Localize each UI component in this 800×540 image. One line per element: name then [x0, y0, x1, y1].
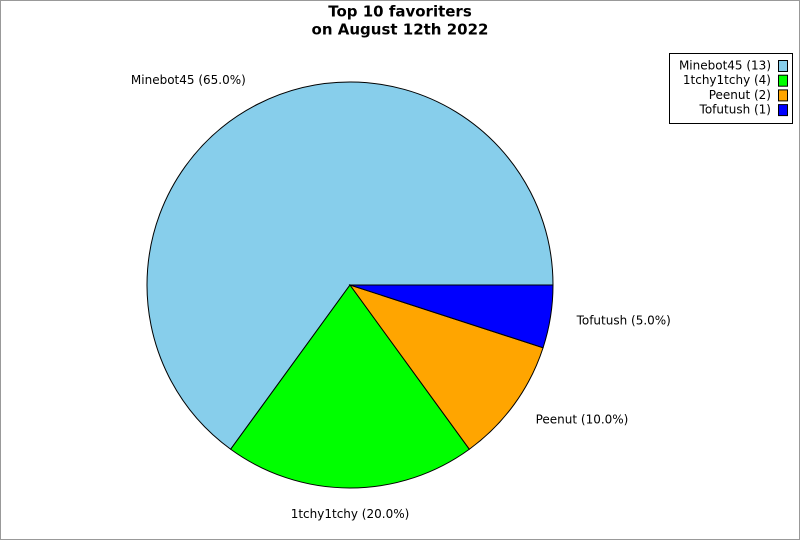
pie-slice — [349, 284, 554, 349]
legend-swatch — [778, 89, 788, 102]
slice-label: Minebot45 (65.0%) — [131, 73, 246, 87]
chart-title: on August 12th 2022 — [312, 21, 489, 39]
slice-label: Tofutush (5.0%) — [576, 313, 671, 327]
legend-label: 1tchy1tchy (4) — [683, 73, 771, 87]
legend-label: Minebot45 (13) — [679, 59, 771, 73]
pie-slice — [146, 81, 554, 450]
pie-slice — [348, 284, 544, 450]
chart-title: Top 10 favoriters — [328, 3, 472, 21]
legend-box — [669, 53, 793, 124]
legend-label: Peenut (2) — [709, 88, 771, 102]
legend-swatch — [778, 104, 788, 117]
legend-swatch — [778, 60, 788, 72]
legend-swatch — [778, 74, 788, 87]
slice-label: 1tchy1tchy (20.0%) — [291, 507, 410, 521]
pie-slice — [229, 284, 471, 489]
legend-label: Tofutush (1) — [699, 103, 771, 117]
slice-label: Peenut (10.0%) — [536, 412, 629, 426]
